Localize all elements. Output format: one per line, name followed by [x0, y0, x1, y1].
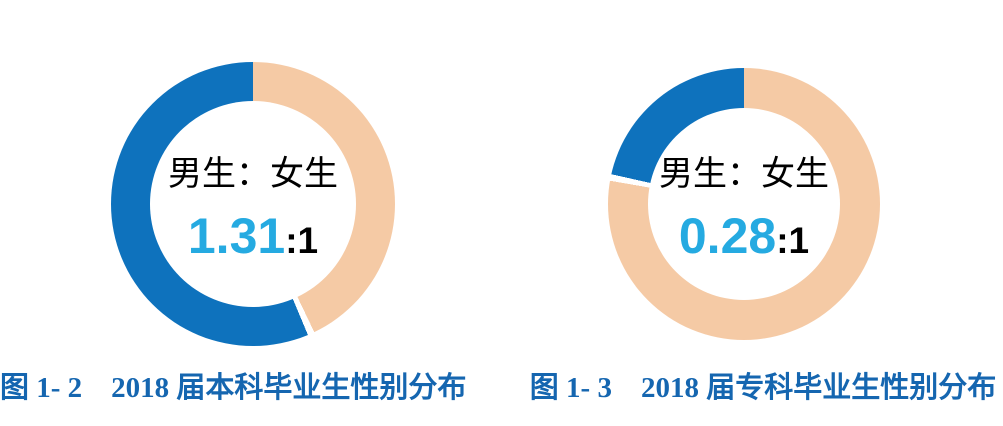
ratio-suffix: :1: [776, 220, 810, 262]
figure-caption-college: 图 1- 3 2018 届专科毕业生性别分布: [529, 372, 997, 404]
figure-caption-undergraduate: 图 1- 2 2018 届本科毕业生性别分布: [0, 372, 467, 404]
ratio-line: 0.28 :1: [679, 210, 809, 263]
ratio-label: 男生：女生: [168, 155, 338, 194]
ratio-value: 0.28: [678, 208, 777, 265]
donut-chart-undergraduate: 男生：女生 1.31 :1: [111, 62, 395, 346]
ratio-label: 男生：女生: [659, 155, 829, 194]
ratio-value: 1.31: [187, 208, 286, 265]
ratio-suffix: :1: [285, 220, 319, 262]
donut-chart-college: 男生：女生 0.28 :1: [608, 68, 880, 340]
donut-center-undergraduate: 男生：女生 1.31 :1: [150, 101, 356, 307]
ratio-line: 1.31 :1: [188, 210, 318, 263]
donut-center-college: 男生：女生 0.28 :1: [648, 108, 840, 300]
